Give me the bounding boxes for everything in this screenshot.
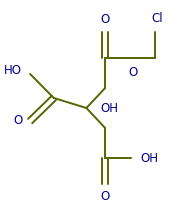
Text: HO: HO [4,64,22,76]
Text: O: O [128,66,137,79]
Text: Cl: Cl [152,12,163,25]
Text: O: O [101,13,110,26]
Text: OH: OH [100,102,118,114]
Text: O: O [13,114,22,127]
Text: OH: OH [141,151,159,165]
Text: O: O [101,190,110,203]
